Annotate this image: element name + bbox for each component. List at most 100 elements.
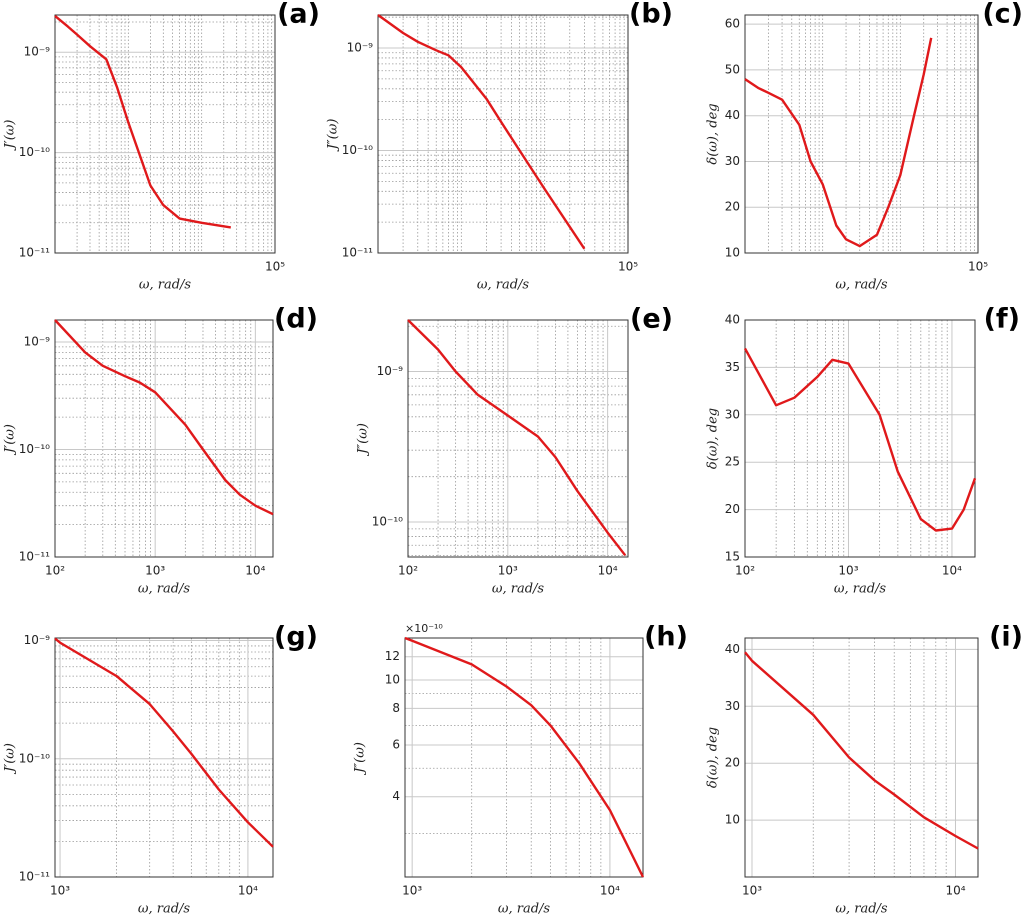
y-tick-label: 10⁻¹⁰ bbox=[342, 143, 373, 157]
panel-label: (e) bbox=[630, 304, 673, 335]
y-tick-label: 10⁻¹¹ bbox=[19, 246, 50, 260]
axes-frame bbox=[744, 637, 979, 878]
data-line bbox=[404, 636, 645, 878]
x-tick-label: 10⁴ bbox=[238, 884, 258, 898]
x-axis-label: ω, rad/s bbox=[477, 278, 530, 293]
y-tick-label: 12 bbox=[385, 649, 400, 663]
y-axis-label: J′(ω) bbox=[3, 743, 18, 775]
y-tick-label: 20 bbox=[725, 200, 740, 214]
x-axis-label: ω, rad/s bbox=[139, 278, 192, 293]
y-tick-label: 8 bbox=[392, 701, 400, 715]
panel-label: (g) bbox=[274, 622, 318, 653]
y-tick-label: 10⁻⁹ bbox=[24, 45, 51, 59]
x-tick-label: 10³ bbox=[838, 564, 858, 578]
y-tick-label: 10 bbox=[725, 813, 740, 827]
x-axis-label: ω, rad/s bbox=[498, 902, 551, 917]
y-tick-label: 10⁻¹⁰ bbox=[19, 751, 50, 765]
y-axis-label: J″(ω) bbox=[353, 742, 368, 776]
x-axis-label: ω, rad/s bbox=[834, 582, 887, 597]
y-tick-label: 60 bbox=[725, 17, 740, 31]
y-axis-label: J′(ω) bbox=[3, 424, 18, 456]
data-line bbox=[377, 14, 586, 250]
x-tick-label: 10³ bbox=[742, 884, 762, 898]
x-tick-label: 10⁴ bbox=[245, 564, 265, 578]
x-tick-label: 10² bbox=[45, 564, 65, 578]
y-tick-label: 40 bbox=[725, 108, 740, 122]
data-line bbox=[54, 14, 231, 229]
y-tick-label: 50 bbox=[725, 62, 740, 76]
panel-label: (f) bbox=[984, 304, 1020, 335]
y-tick-label: 10⁻⁹ bbox=[377, 364, 404, 378]
y-tick-label: 10⁻¹⁰ bbox=[19, 145, 50, 159]
y-axis-label: δ(ω), deg bbox=[706, 103, 721, 164]
y-tick-label: 10⁻⁹ bbox=[24, 633, 51, 647]
y-axis-label: J″(ω) bbox=[326, 119, 341, 153]
y-tick-label: 25 bbox=[725, 455, 740, 469]
x-tick-label: 10³ bbox=[145, 564, 165, 578]
y-tick-label: 10⁻¹¹ bbox=[19, 550, 50, 564]
y-tick-label: 10 bbox=[385, 672, 400, 686]
x-tick-label: 10⁴ bbox=[945, 884, 965, 898]
y-tick-label: 20 bbox=[725, 502, 740, 516]
y-tick-label: 20 bbox=[725, 756, 740, 770]
y-axis-label: J″(ω) bbox=[356, 423, 371, 457]
y-tick-label: 10⁻¹⁰ bbox=[19, 442, 50, 456]
y-tick-label: 35 bbox=[725, 360, 740, 374]
y-axis-label: δ(ω), deg bbox=[706, 408, 721, 469]
x-axis-label: ω, rad/s bbox=[492, 582, 545, 597]
data-line bbox=[54, 637, 274, 848]
y-tick-label: 40 bbox=[725, 313, 740, 327]
axes-frame bbox=[377, 14, 629, 254]
panel-label: (a) bbox=[277, 0, 320, 30]
data-line bbox=[54, 319, 274, 516]
y-tick-label: 15 bbox=[725, 550, 740, 564]
data-line bbox=[744, 651, 979, 850]
axes-frame bbox=[54, 14, 276, 254]
x-tick-label: 10³ bbox=[402, 884, 422, 898]
axes-frame bbox=[744, 319, 976, 558]
y-tick-label: 10⁻⁹ bbox=[24, 334, 51, 348]
y-tick-label: 10⁻¹⁰ bbox=[372, 514, 403, 528]
y-tick-label: 10⁻¹¹ bbox=[342, 246, 373, 260]
x-tick-label: 10³ bbox=[50, 884, 70, 898]
axes-frame bbox=[404, 637, 644, 878]
y-tick-label: 6 bbox=[392, 738, 400, 752]
x-axis-label: ω, rad/s bbox=[835, 278, 888, 293]
x-tick-label: 10² bbox=[735, 564, 755, 578]
y-tick-label: 30 bbox=[725, 699, 740, 713]
x-tick-label: 10⁵ bbox=[618, 260, 638, 274]
x-tick-label: 10⁵ bbox=[968, 260, 988, 274]
y-tick-label: 10⁻¹¹ bbox=[19, 870, 50, 884]
x-tick-label: 10² bbox=[398, 564, 418, 578]
data-line bbox=[743, 347, 977, 532]
x-tick-label: 10⁴ bbox=[598, 564, 618, 578]
axes-frame bbox=[54, 637, 274, 878]
axes-frame bbox=[54, 319, 274, 558]
axes-frame bbox=[744, 14, 979, 254]
axis-multiplier: ×10⁻¹⁰ bbox=[405, 622, 443, 635]
panel-label: (b) bbox=[629, 0, 673, 30]
y-tick-label: 30 bbox=[725, 154, 740, 168]
y-tick-label: 10⁻⁹ bbox=[347, 41, 374, 55]
y-tick-label: 4 bbox=[392, 789, 400, 803]
x-axis-label: ω, rad/s bbox=[138, 902, 191, 917]
panel-label: (d) bbox=[274, 304, 318, 335]
y-axis-label: δ(ω), deg bbox=[706, 727, 721, 788]
data-line bbox=[407, 319, 627, 557]
panel-label: (i) bbox=[989, 622, 1023, 653]
x-tick-label: 10⁵ bbox=[265, 260, 285, 274]
x-tick-label: 10⁴ bbox=[942, 564, 962, 578]
x-axis-label: ω, rad/s bbox=[138, 582, 191, 597]
y-axis-label: J′(ω) bbox=[3, 120, 18, 152]
panel-label: (h) bbox=[644, 622, 688, 653]
y-tick-label: 30 bbox=[725, 407, 740, 421]
panel-label: (c) bbox=[982, 0, 1023, 30]
x-tick-label: 10³ bbox=[498, 564, 518, 578]
x-tick-label: 10⁴ bbox=[600, 884, 620, 898]
x-axis-label: ω, rad/s bbox=[835, 902, 888, 917]
y-tick-label: 40 bbox=[725, 642, 740, 656]
data-line bbox=[744, 37, 933, 248]
axes-frame bbox=[407, 319, 629, 558]
y-tick-label: 10 bbox=[725, 246, 740, 260]
